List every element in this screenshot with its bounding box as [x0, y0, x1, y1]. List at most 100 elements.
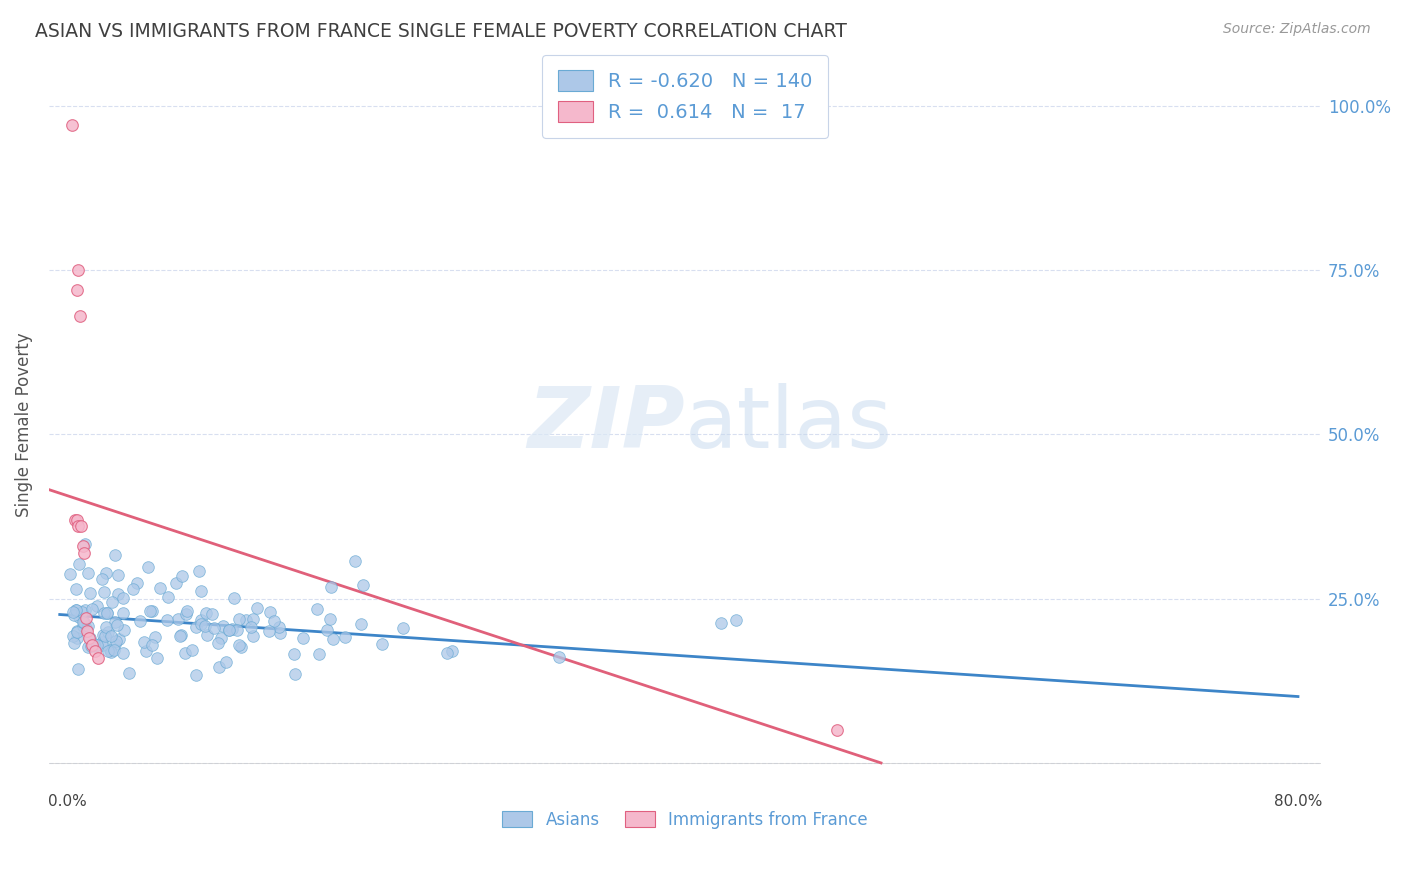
Point [70, 605, 93, 619]
Legend: Asians, Immigrants from France: Asians, Immigrants from France [496, 805, 875, 836]
Point [77, 566, 100, 581]
Point [59, 566, 82, 581]
Point [284, 667, 307, 681]
Point [125, 576, 148, 591]
Point [242, 629, 264, 643]
Point [322, 632, 344, 646]
Point [73, 615, 96, 629]
Point [66, 625, 89, 640]
Point [76, 624, 98, 639]
Point [146, 650, 169, 665]
Point [73, 603, 96, 617]
Point [100, 645, 122, 659]
Point [103, 643, 125, 657]
Point [91, 638, 114, 652]
Point [141, 604, 163, 618]
Point [60, 119, 83, 133]
Point [267, 620, 290, 634]
Point [101, 595, 124, 609]
Point [212, 619, 235, 633]
Point [86, 638, 108, 652]
Point [195, 627, 218, 641]
Point [112, 623, 135, 637]
Point [143, 630, 166, 644]
Point [321, 580, 343, 594]
Point [202, 621, 225, 635]
Point [97, 644, 120, 658]
Point [190, 613, 212, 627]
Point [176, 604, 198, 618]
Point [315, 623, 337, 637]
Point [67, 263, 90, 277]
Point [90, 635, 112, 649]
Point [228, 612, 250, 626]
Text: ZIP: ZIP [527, 383, 685, 466]
Point [72, 539, 94, 553]
Point [190, 617, 212, 632]
Point [75, 622, 97, 636]
Point [77, 619, 100, 633]
Point [82, 601, 104, 615]
Point [187, 564, 209, 578]
Point [184, 667, 207, 681]
Point [186, 620, 208, 634]
Point [94, 629, 117, 643]
Point [73, 545, 96, 559]
Point [86, 599, 108, 613]
Point [91, 628, 114, 642]
Point [156, 613, 179, 627]
Point [343, 554, 366, 568]
Point [176, 607, 198, 622]
Point [169, 629, 191, 643]
Point [194, 619, 217, 633]
Text: ASIAN VS IMMIGRANTS FROM FRANCE SINGLE FEMALE POVERTY CORRELATION CHART: ASIAN VS IMMIGRANTS FROM FRANCE SINGLE F… [35, 22, 846, 41]
Point [97, 625, 120, 640]
Point [308, 647, 330, 661]
Point [333, 631, 356, 645]
Point [221, 622, 243, 636]
Point [83, 637, 105, 651]
Point [292, 631, 315, 645]
Point [246, 601, 269, 615]
Point [96, 606, 118, 620]
Point [263, 614, 285, 628]
Point [98, 642, 121, 657]
Point [825, 723, 848, 737]
Point [305, 601, 328, 615]
Point [215, 655, 238, 669]
Point [208, 660, 231, 674]
Point [259, 624, 281, 638]
Point [436, 646, 458, 660]
Point [259, 605, 281, 619]
Point [100, 629, 122, 643]
Point [242, 612, 264, 626]
Point [63, 635, 86, 649]
Point [239, 620, 262, 634]
Point [66, 283, 89, 297]
Point [172, 568, 194, 582]
Point [269, 626, 291, 640]
Point [228, 639, 250, 653]
Point [66, 513, 89, 527]
Point [225, 624, 247, 638]
Point [87, 650, 110, 665]
Point [70, 519, 93, 533]
Point [107, 568, 129, 582]
Point [79, 639, 101, 653]
Point [63, 513, 86, 527]
Point [149, 581, 172, 595]
Point [440, 644, 463, 658]
Point [174, 646, 197, 660]
Point [105, 633, 128, 648]
Point [107, 632, 129, 646]
Point [107, 587, 129, 601]
Point [96, 566, 118, 581]
Point [318, 612, 340, 626]
Point [200, 607, 222, 621]
Point [167, 612, 190, 626]
Point [65, 603, 87, 617]
Point [370, 637, 392, 651]
Point [190, 584, 212, 599]
Point [84, 644, 107, 658]
Point [180, 642, 202, 657]
